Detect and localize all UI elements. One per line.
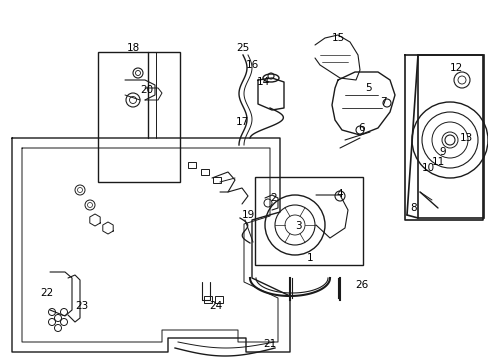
Text: 5: 5 — [364, 83, 370, 93]
Text: 26: 26 — [355, 280, 368, 290]
Text: 15: 15 — [331, 33, 344, 43]
Text: 12: 12 — [448, 63, 462, 73]
Bar — [417, 55, 483, 218]
Text: 1: 1 — [306, 253, 313, 263]
Bar — [98, 52, 180, 182]
Text: 7: 7 — [379, 97, 386, 107]
Text: 17: 17 — [235, 117, 248, 127]
Text: 3: 3 — [294, 221, 301, 231]
Bar — [203, 296, 212, 303]
Bar — [254, 177, 362, 265]
Bar — [187, 162, 196, 168]
Text: 13: 13 — [458, 133, 472, 143]
Text: 6: 6 — [358, 123, 365, 133]
Text: 9: 9 — [439, 147, 446, 157]
Text: 24: 24 — [209, 301, 222, 311]
Text: 21: 21 — [263, 339, 276, 349]
Text: 8: 8 — [410, 203, 416, 213]
Text: 10: 10 — [421, 163, 434, 173]
Text: 20: 20 — [140, 85, 153, 95]
Bar — [201, 169, 208, 175]
Text: 22: 22 — [41, 288, 54, 298]
Text: 19: 19 — [241, 210, 254, 220]
Text: 14: 14 — [256, 77, 269, 87]
Text: 23: 23 — [75, 301, 88, 311]
Bar — [215, 296, 223, 303]
Text: 16: 16 — [245, 60, 258, 70]
Bar — [213, 177, 221, 183]
Text: 4: 4 — [336, 189, 343, 199]
Text: 11: 11 — [430, 157, 444, 167]
Text: 25: 25 — [236, 43, 249, 53]
Text: 2: 2 — [270, 193, 277, 203]
Text: 18: 18 — [126, 43, 140, 53]
